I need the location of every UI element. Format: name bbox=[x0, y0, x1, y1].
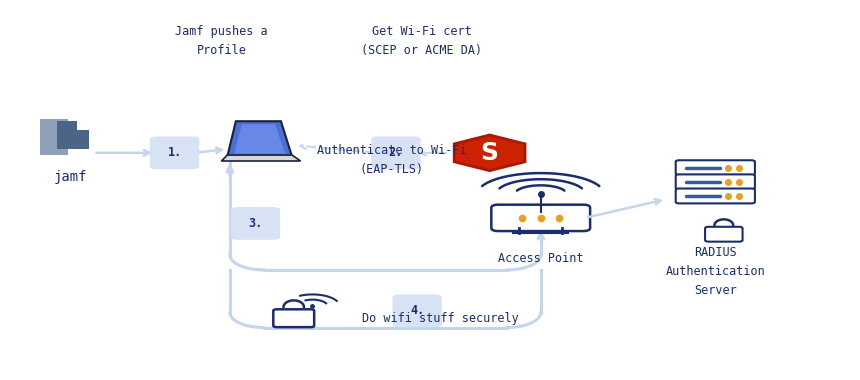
Polygon shape bbox=[227, 121, 292, 157]
FancyBboxPatch shape bbox=[676, 160, 755, 175]
Text: Do wifi stuff securely: Do wifi stuff securely bbox=[362, 312, 519, 325]
FancyBboxPatch shape bbox=[230, 207, 280, 240]
FancyBboxPatch shape bbox=[705, 227, 742, 242]
Text: 4.: 4. bbox=[410, 304, 424, 317]
Text: Access Point: Access Point bbox=[498, 252, 583, 265]
Text: 2.: 2. bbox=[389, 146, 403, 159]
FancyBboxPatch shape bbox=[77, 120, 90, 130]
FancyBboxPatch shape bbox=[676, 174, 755, 189]
Polygon shape bbox=[221, 155, 300, 161]
Text: Jamf pushes a
Profile: Jamf pushes a Profile bbox=[175, 25, 267, 57]
FancyBboxPatch shape bbox=[40, 119, 68, 155]
FancyBboxPatch shape bbox=[392, 294, 442, 327]
Text: Get Wi-Fi cert
(SCEP or ACME DA): Get Wi-Fi cert (SCEP or ACME DA) bbox=[361, 25, 482, 57]
FancyBboxPatch shape bbox=[150, 136, 200, 169]
Text: RADIUS
Authentication
Server: RADIUS Authentication Server bbox=[666, 246, 765, 297]
Text: jamf: jamf bbox=[54, 170, 88, 184]
Polygon shape bbox=[234, 124, 286, 154]
Text: 3.: 3. bbox=[249, 217, 262, 230]
FancyBboxPatch shape bbox=[491, 205, 590, 231]
FancyBboxPatch shape bbox=[273, 309, 314, 327]
Text: Authenticate to Wi-Fi
(EAP-TLS): Authenticate to Wi-Fi (EAP-TLS) bbox=[316, 144, 466, 176]
Text: 1.: 1. bbox=[168, 146, 181, 159]
FancyBboxPatch shape bbox=[57, 121, 89, 149]
FancyBboxPatch shape bbox=[372, 136, 421, 169]
Text: S: S bbox=[481, 141, 499, 165]
FancyBboxPatch shape bbox=[676, 188, 755, 203]
